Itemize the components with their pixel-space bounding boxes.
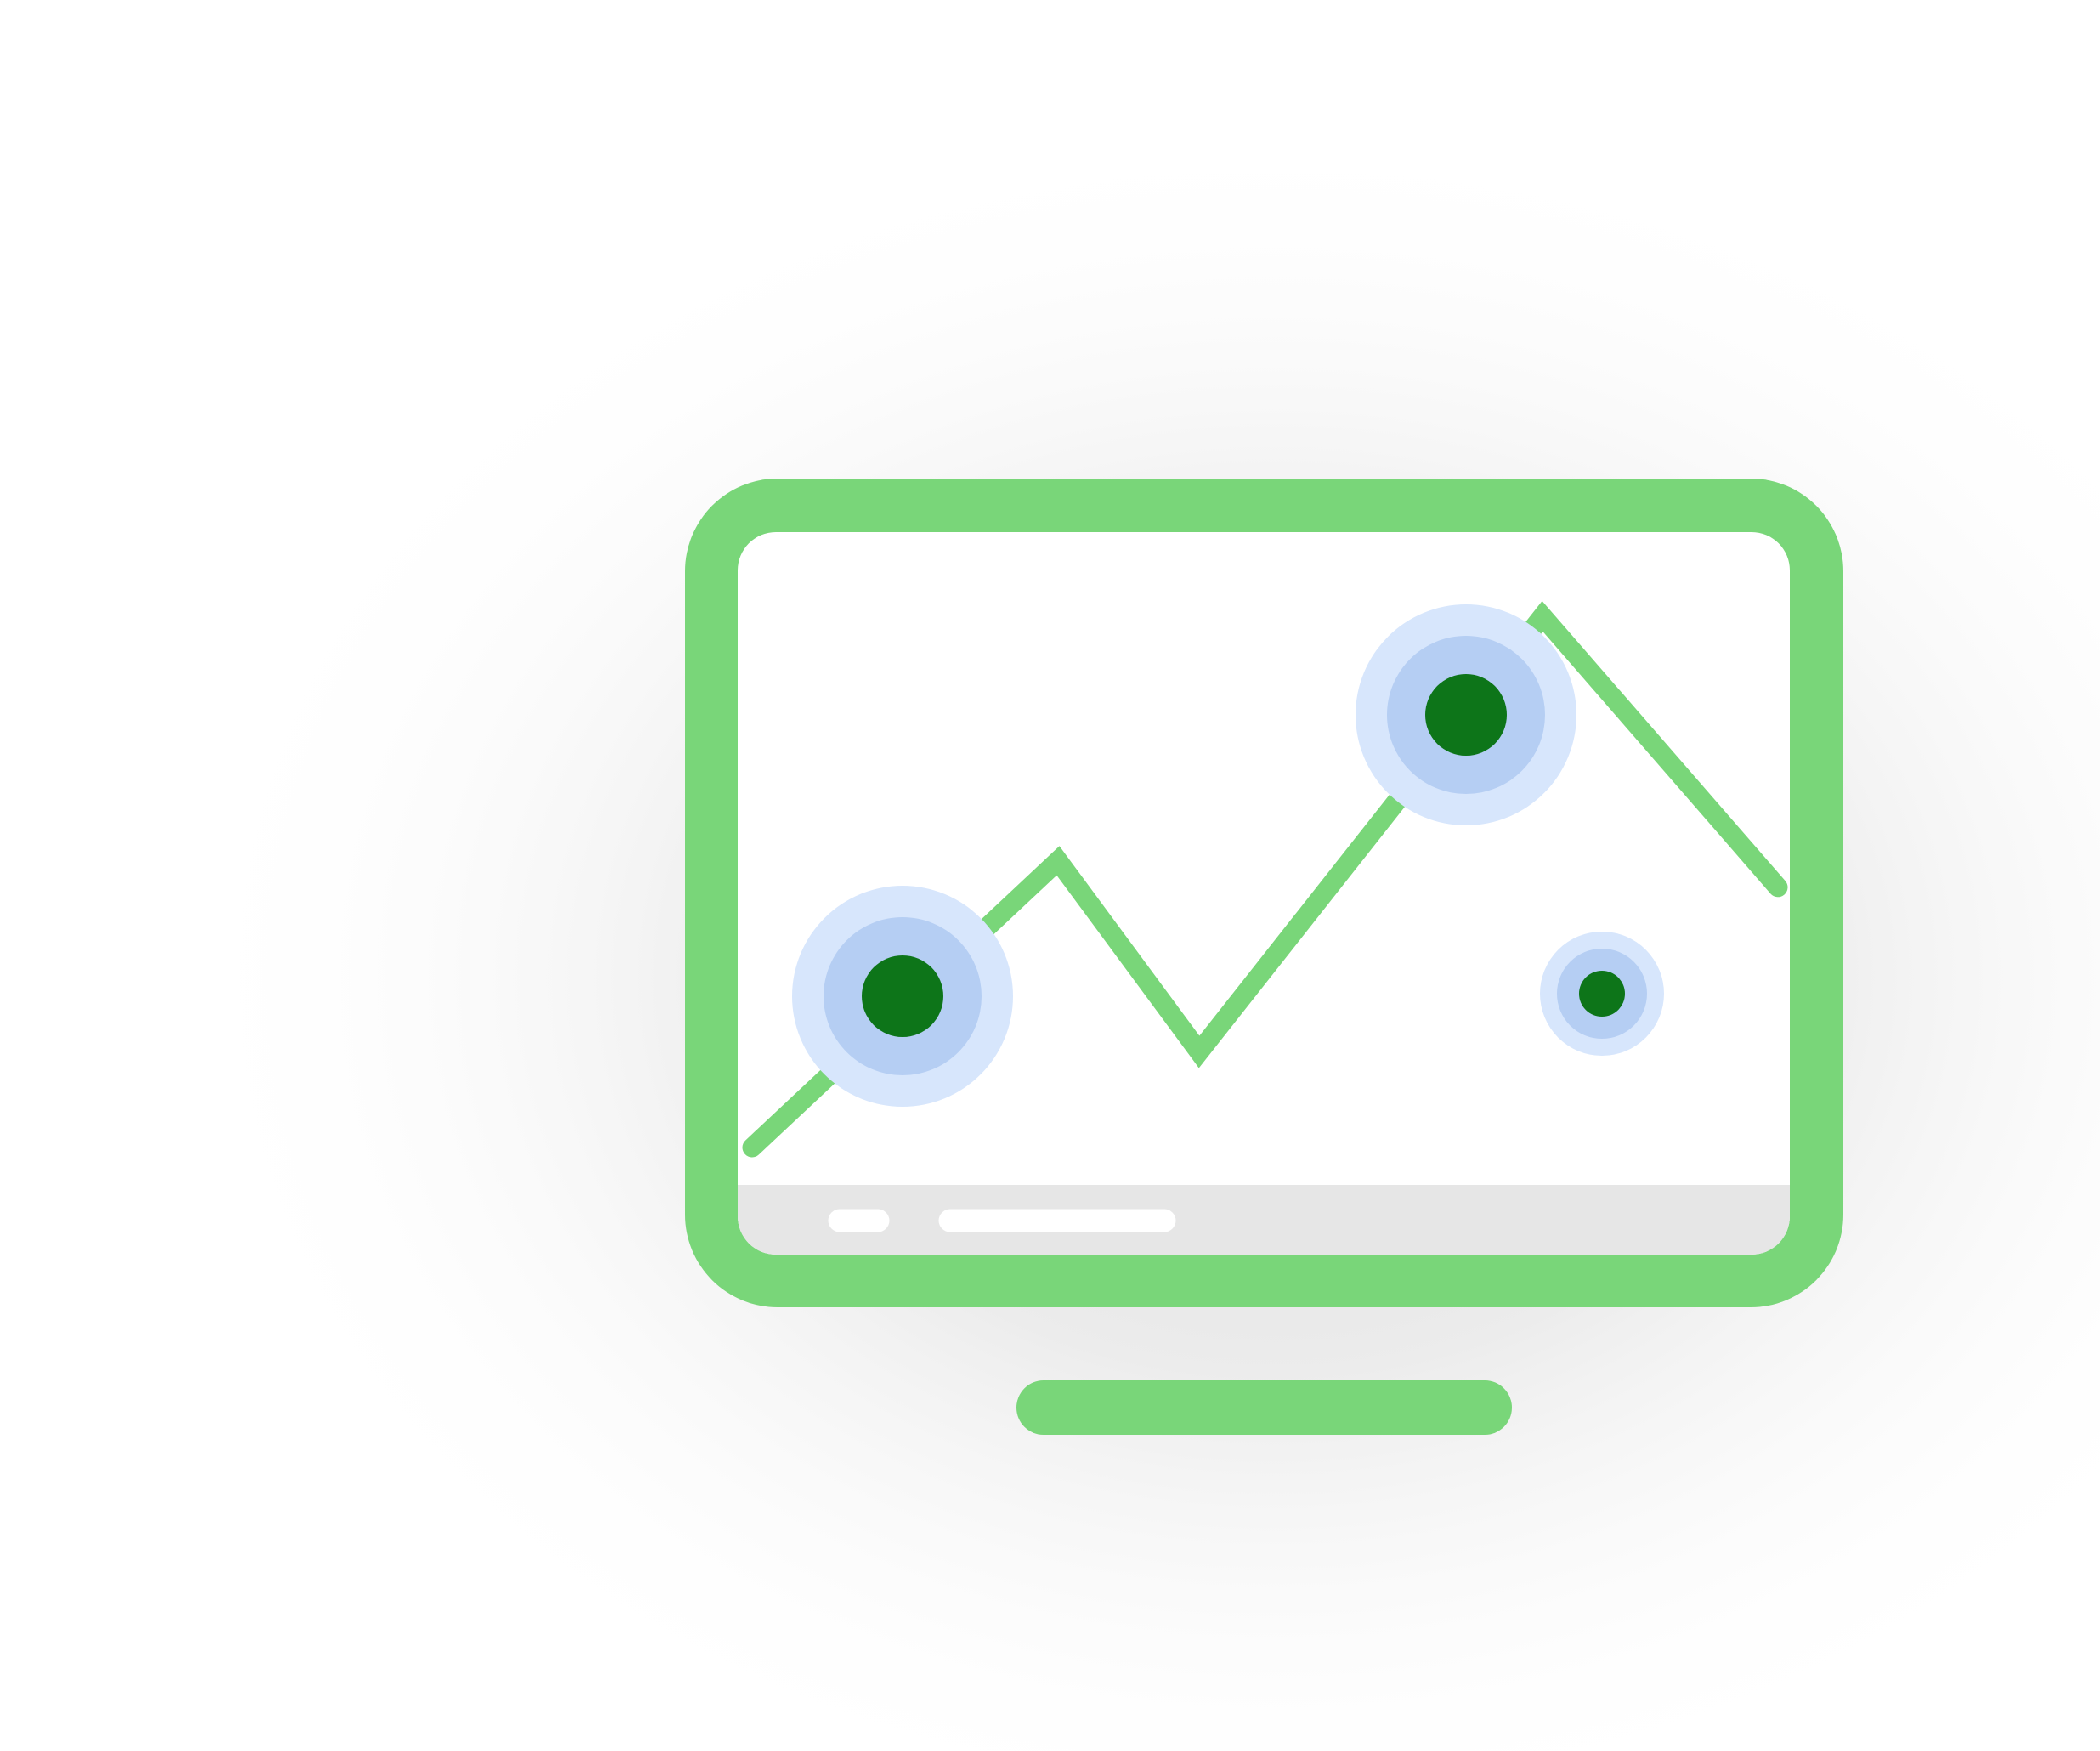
peak-highlight — [1356, 604, 1576, 825]
off-line-highlight — [1540, 932, 1664, 1056]
highlight-dot — [1425, 674, 1507, 756]
screen-status-bar — [738, 1185, 1790, 1255]
start-highlight — [792, 886, 1013, 1107]
highlight-dot — [1579, 971, 1625, 1017]
status-bar-background — [738, 1185, 1790, 1255]
highlight-dot — [862, 955, 943, 1037]
